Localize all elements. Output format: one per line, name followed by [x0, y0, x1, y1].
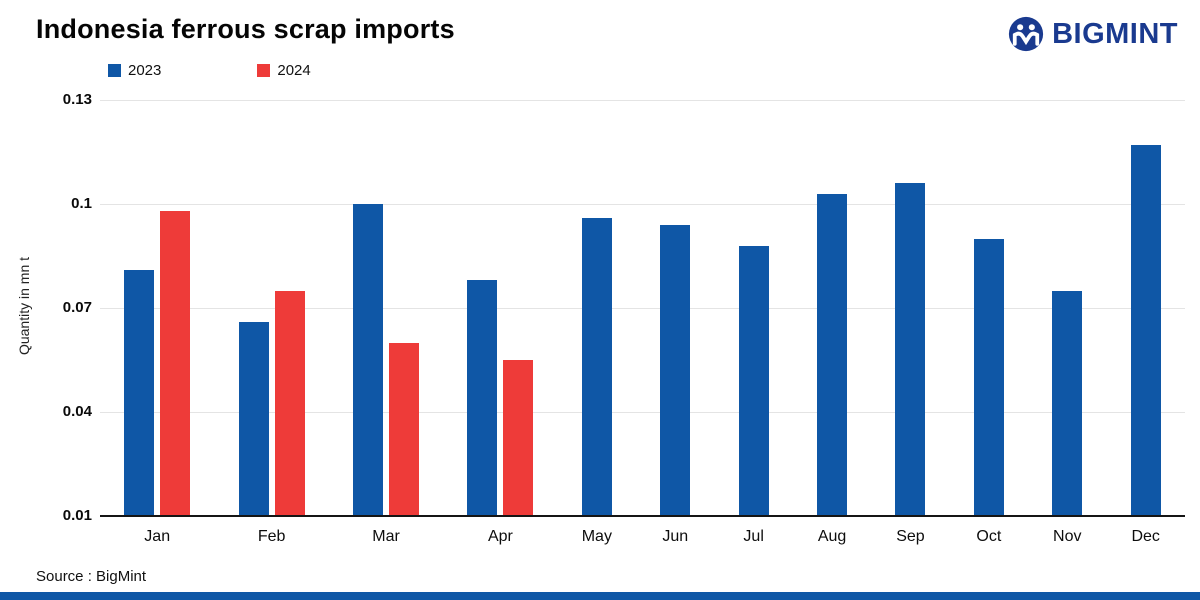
gridline	[100, 412, 1185, 413]
x-tick-label: Nov	[1053, 528, 1082, 545]
bar-row	[660, 224, 691, 516]
x-tick-label: May	[581, 528, 612, 545]
bar-2023-may	[581, 217, 612, 516]
bar-2023-jul	[738, 245, 769, 516]
bigmint-wordmark: BIGMINT	[1052, 17, 1178, 50]
bar-2023-dec	[1130, 145, 1161, 516]
legend-item-2023: 2023	[108, 62, 161, 79]
source-note: Source : BigMint	[36, 568, 147, 585]
bigmint-logo: BIGMINT	[1008, 16, 1178, 52]
x-tick-label: Feb	[257, 528, 286, 545]
bar-group-oct: Oct	[973, 100, 1004, 545]
x-tick-label: Dec	[1131, 528, 1160, 545]
bar-row	[817, 193, 848, 516]
y-tick-label: 0.13	[62, 91, 92, 108]
x-tick-label: Jul	[743, 528, 764, 545]
legend-swatch	[257, 64, 271, 77]
y-tick-label: 0.04	[62, 403, 92, 420]
x-tick-label: Jun	[662, 528, 689, 545]
bar-2023-oct	[973, 238, 1004, 516]
bar-2023-sep	[895, 183, 926, 516]
gridline	[100, 100, 1185, 101]
y-tick-label: 0.1	[71, 195, 92, 212]
x-tick-label: Mar	[372, 528, 400, 545]
bar-2023-mar	[353, 204, 384, 516]
gridline	[100, 204, 1185, 205]
legend-label: 2023	[128, 62, 162, 79]
bar-row	[973, 238, 1004, 516]
bar-group-nov: Nov	[1052, 100, 1083, 545]
bar-2024-apr	[503, 360, 534, 516]
bar-2023-jan	[124, 269, 155, 516]
bar-group-may: May	[581, 100, 612, 545]
x-tick-label: Aug	[817, 528, 847, 545]
bar-groups: Jan Feb Mar Apr May Jun Jul Aug Sep Oct Nov Dec	[100, 100, 1185, 545]
bar-group-feb: Feb	[238, 100, 305, 545]
bar-2023-apr	[467, 280, 498, 516]
chart-title: Indonesia ferrous scrap imports	[36, 14, 455, 44]
x-axis-line	[100, 515, 1185, 517]
x-tick-label: Apr	[487, 528, 513, 545]
plot-area: Jan Feb Mar Apr May Jun Jul Aug Sep Oct Nov Dec	[100, 100, 1185, 545]
bar-2023-aug	[817, 193, 848, 516]
bar-group-apr: Apr	[467, 100, 534, 545]
y-axis-ticks: 0.01 0.04 0.07 0.1 0.13	[0, 91, 92, 524]
bar-row	[1052, 290, 1083, 516]
bar-row	[581, 217, 612, 516]
bar-row	[467, 280, 534, 516]
bar-group-jul: Jul	[738, 100, 769, 545]
chart-legend: 2023 2024	[108, 62, 407, 79]
bar-group-mar: Mar	[353, 100, 420, 545]
bar-group-aug: Aug	[817, 100, 848, 545]
x-tick-label: Sep	[896, 528, 925, 545]
bar-group-dec: Dec	[1130, 100, 1161, 545]
legend-label: 2024	[277, 62, 311, 79]
legend-item-2024: 2024	[257, 62, 311, 79]
bar-2024-feb	[274, 290, 305, 516]
bar-group-jan: Jan	[124, 100, 191, 545]
x-tick-label: Oct	[976, 528, 1002, 545]
bottom-accent-bar	[0, 592, 1200, 600]
bar-row	[895, 183, 926, 516]
y-tick-label: 0.07	[62, 299, 92, 316]
y-tick-label: 0.01	[62, 507, 92, 524]
bar-2024-jan	[160, 210, 191, 516]
bar-row	[738, 245, 769, 516]
legend-swatch	[108, 64, 121, 77]
bar-group-jun: Jun	[660, 100, 691, 545]
bar-2023-nov	[1052, 290, 1083, 516]
bar-2024-mar	[389, 342, 420, 516]
bar-row	[1130, 145, 1161, 516]
bigmint-logo-icon	[1008, 16, 1044, 52]
bar-group-sep: Sep	[895, 100, 926, 545]
bar-row	[124, 210, 191, 516]
gridline	[100, 308, 1185, 309]
bar-row	[238, 290, 305, 516]
bar-2023-feb	[238, 321, 269, 516]
bar-row	[353, 204, 420, 516]
bar-2023-jun	[660, 224, 691, 516]
x-tick-label: Jan	[144, 528, 171, 545]
